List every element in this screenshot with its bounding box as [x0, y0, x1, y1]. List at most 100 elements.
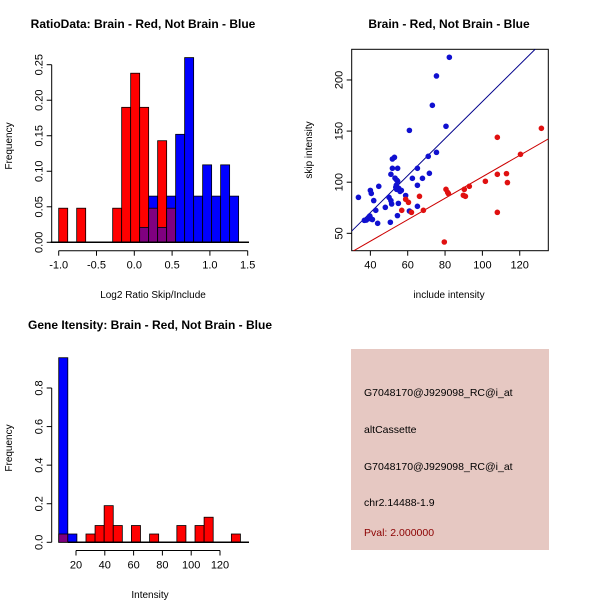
scatter-point-not-brain — [398, 187, 405, 194]
hist1-title: RatioData: Brain - Red, Not Brain - Blue — [31, 17, 256, 31]
hist1-x-tick-label: 0.0 — [127, 260, 142, 272]
scatter-x-tick-label: 120 — [511, 260, 529, 272]
hist1-x-tick-label: 1.0 — [202, 260, 217, 272]
scatter-point-brain — [420, 207, 427, 214]
hist2-x-tick-label: 120 — [211, 560, 229, 572]
info-event-type: altCassette — [364, 424, 417, 436]
scatter-frame — [351, 48, 549, 252]
hist2-x-tick-label: 100 — [182, 560, 200, 572]
hist2-bar-overlap — [58, 533, 69, 543]
hist1-bar-overlap — [157, 226, 168, 243]
scatter-x-tick-label: 60 — [402, 260, 414, 272]
hist2-bar-brain — [112, 525, 123, 543]
scatter-point-not-brain — [425, 153, 432, 160]
hist1-bar-not-brain — [193, 195, 204, 243]
scatter-point-not-brain — [406, 127, 413, 134]
hist2-bar-not-brain — [58, 357, 69, 543]
hist1-y-tick-label: 0.00 — [34, 232, 46, 253]
scatter-x-tick-label: 100 — [473, 260, 491, 272]
hist2-bar-brain — [103, 505, 114, 543]
scatter-point-brain — [462, 193, 469, 200]
hist1-bar-brain — [130, 72, 141, 243]
scatter-point-not-brain — [374, 220, 381, 227]
scatter-point-brain — [398, 207, 405, 214]
hist2-bar-brain — [131, 525, 141, 543]
hist2-bar-brain — [194, 525, 205, 543]
hist2-ylabel: Frequency — [4, 424, 15, 471]
scatter-point-not-brain — [409, 175, 416, 182]
scatter-point-not-brain — [426, 170, 433, 177]
scatter-point-brain — [416, 193, 423, 200]
hist1-x-tick-label: -1.0 — [49, 260, 68, 272]
hist1-bar-brain — [139, 106, 150, 243]
hist1-bar-not-brain — [202, 164, 213, 243]
scatter-point-brain — [408, 209, 415, 216]
scatter-point-brain — [482, 178, 489, 185]
info-probe-id: G7048170@J929098_RC@i_at — [364, 387, 513, 399]
scatter-point-brain — [494, 209, 501, 216]
scatter-point-not-brain — [355, 194, 362, 201]
hist2-bar-brain — [203, 516, 214, 543]
hist2-bar-not-brain — [67, 533, 78, 543]
hist2-title: Gene Itensity: Brain - Red, Not Brain - … — [28, 318, 272, 332]
scatter-point-not-brain — [394, 165, 401, 172]
scatter-point-not-brain — [388, 171, 394, 178]
scatter-ylabel: skip intensity — [304, 121, 315, 178]
info-panel: G7048170@J929098_RC@i_at altCassette G70… — [351, 349, 549, 550]
scatter-y-tick-label: 100 — [334, 173, 346, 191]
hist2-y-tick-label: 0.8 — [34, 380, 46, 395]
hist1-y-tick-label: 0.25 — [34, 54, 46, 75]
hist1-bar-not-brain — [220, 164, 231, 243]
hist2-y-tick-label: 0.6 — [34, 419, 46, 434]
scatter-point-not-brain — [414, 165, 421, 172]
scatter-point-not-brain — [382, 204, 389, 211]
scatter-point-not-brain — [375, 183, 382, 190]
hist1-bar-overlap — [148, 207, 159, 243]
scatter-point-not-brain — [446, 54, 453, 61]
hist1-bar-not-brain — [211, 195, 222, 243]
scatter-point-brain — [494, 171, 501, 178]
scatter-x-tick-label: 80 — [439, 260, 451, 272]
hist1-y-tick-label: 0.20 — [34, 90, 46, 111]
scatter-y-tick-label: 50 — [334, 227, 346, 239]
scatter-point-brain — [466, 183, 473, 190]
hist1-bar-not-brain — [184, 57, 195, 243]
hist2-y-tick-label: 0.0 — [34, 535, 46, 550]
hist1-bar-brain — [121, 106, 132, 243]
hist1-x-tick-label: 1.5 — [240, 260, 255, 272]
scatter-point-not-brain — [395, 200, 402, 207]
scatter-point-brain — [494, 134, 501, 141]
hist1-y-tick-label: 0.10 — [34, 161, 46, 182]
scatter-point-not-brain — [429, 102, 436, 109]
scatter-plot: 40 60 80 100 120 50 100 150 200 — [334, 48, 549, 272]
scatter-point-brain — [405, 199, 412, 206]
hist1-bar-not-brain — [175, 133, 186, 243]
info-panel-background — [351, 349, 549, 550]
scatter-point-brain — [517, 151, 524, 158]
hist1-xlabel: Log2 Ratio Skip/Include — [100, 290, 206, 301]
scatter-xlabel: include intensity — [413, 290, 484, 301]
scatter-point-brain — [461, 186, 468, 193]
scatter-point-brain — [538, 125, 545, 132]
scatter-x-tick-label: 40 — [364, 260, 376, 272]
scatter-point-not-brain — [391, 154, 398, 161]
scatter-point-not-brain — [419, 175, 426, 182]
hist2-bar-brain — [94, 525, 105, 543]
scatter-point-not-brain — [370, 197, 377, 204]
hist1-bar-overlap — [139, 226, 150, 243]
hist2-y-tick-label: 0.2 — [34, 496, 46, 511]
scatter-point-brain — [441, 239, 448, 245]
hist1-x-tick-label: -0.5 — [87, 260, 106, 272]
scatter-point-not-brain — [433, 149, 440, 156]
hist2-x-tick-label: 40 — [99, 560, 111, 572]
hist2-plot: 20 40 60 80 100 120 0.0 0.2 0.4 0.6 0.8 — [34, 357, 249, 572]
hist1-plot: -1.0 -0.5 0.0 0.5 1.0 1.5 0.00 0.05 0.10 0.15 0.20… — [34, 54, 256, 272]
scatter-point-not-brain — [372, 207, 379, 214]
scatter-y-tick-label: 150 — [334, 122, 346, 140]
hist1-y-tick-label: 0.15 — [34, 125, 46, 146]
scatter-point-not-brain — [433, 73, 440, 79]
hist1-bar-brain — [58, 207, 69, 243]
hist1-bar-overlap — [166, 207, 177, 243]
scatter-fit-line-not-brain — [351, 49, 536, 232]
